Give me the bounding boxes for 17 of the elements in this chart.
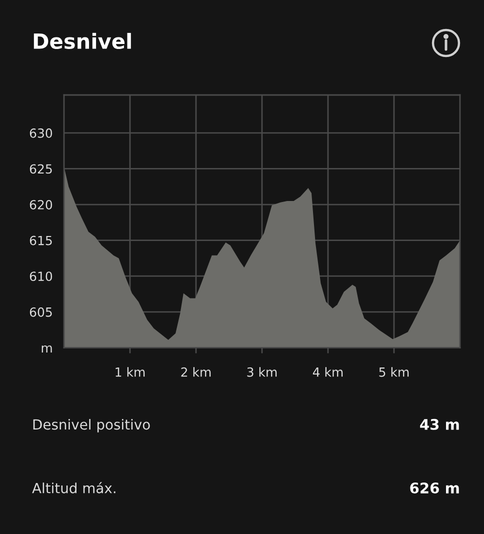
y-tick-label: 620 — [30, 200, 52, 210]
y-tick-label: m — [42, 345, 52, 352]
y-tick-label: 610 — [30, 272, 52, 282]
chart-title: Desnivel — [34, 32, 131, 50]
text: Desnivel positivo — [33, 418, 150, 432]
x-tick-label: 3 km — [247, 367, 277, 377]
y-tick-label: 630 — [30, 128, 52, 138]
text: Altitud máx. — [32, 482, 116, 494]
text: 43 m — [420, 418, 459, 430]
x-tick-label: 2 km — [181, 367, 211, 377]
y-tick-label: 625 — [30, 164, 52, 174]
x-tick-label: 5 km — [379, 367, 409, 377]
y-tick-label: 605 — [30, 307, 52, 317]
text: 626 m — [410, 482, 459, 494]
x-tick-label: 4 km — [312, 367, 343, 377]
x-tick-label: 1 km — [116, 367, 145, 377]
y-tick-label: 615 — [30, 236, 52, 246]
